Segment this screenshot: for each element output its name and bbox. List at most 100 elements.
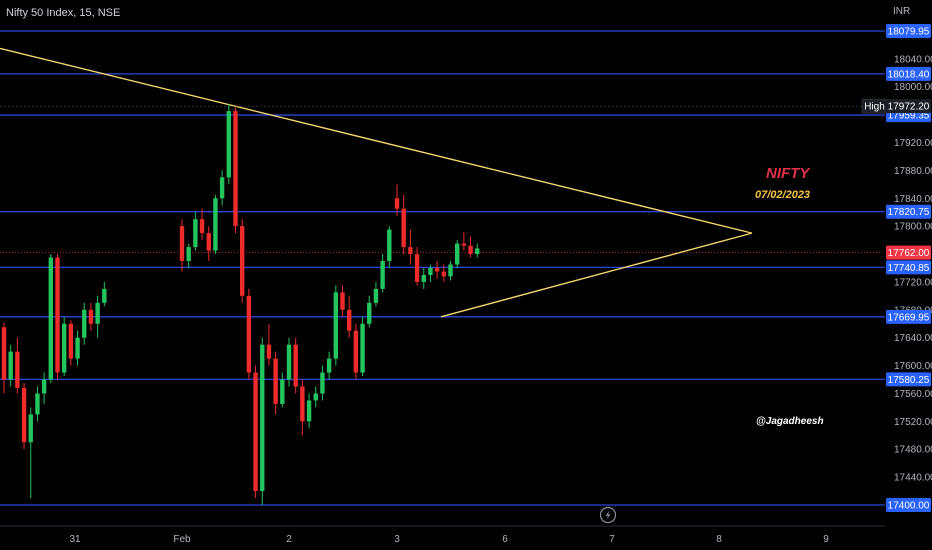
level-badge-5[interactable]: 17669.95 <box>886 309 931 324</box>
time-axis-ticks[interactable]: 31 Feb 2 3 6 7 8 9 <box>69 534 829 545</box>
symbol-label[interactable]: Nifty 50 Index, 15, NSE <box>6 7 121 19</box>
candle <box>367 295 372 328</box>
trendline-0[interactable] <box>0 47 753 234</box>
y-tick-12: 17480.00 <box>894 445 932 456</box>
candle <box>8 344 13 387</box>
candle <box>401 194 406 255</box>
candle <box>88 302 94 331</box>
candle <box>448 261 453 281</box>
high-badge[interactable]: High 17972.20 <box>861 98 931 114</box>
x-tick-3: 3 <box>394 534 400 545</box>
level-badge-0[interactable]: 18079.95 <box>886 24 931 38</box>
svg-text:17959.35: 17959.35 <box>888 111 930 122</box>
svg-text:18018.40: 18018.40 <box>888 69 930 80</box>
y-tick-1: 18000.00 <box>894 82 932 93</box>
trendline-1[interactable] <box>440 232 753 318</box>
candle <box>193 212 198 251</box>
level-badge-1[interactable]: 18018.40 <box>886 66 931 81</box>
plot-background <box>0 0 885 526</box>
candle <box>239 219 245 303</box>
candle <box>414 247 420 286</box>
candle <box>179 219 185 272</box>
candle <box>300 379 305 436</box>
annotation-handle: @Jagadheesh <box>756 416 824 427</box>
candle <box>408 229 413 265</box>
candle <box>380 254 385 293</box>
candles <box>1 104 480 505</box>
candle <box>340 285 345 317</box>
svg-text:17580.25: 17580.25 <box>888 375 930 386</box>
candle <box>82 302 87 345</box>
price-axis[interactable] <box>885 0 932 550</box>
candle <box>226 104 232 185</box>
x-tick-5: 7 <box>609 534 615 545</box>
candle <box>360 316 365 377</box>
candle <box>233 107 238 234</box>
candle <box>266 323 272 366</box>
x-tick-2: 2 <box>286 534 292 545</box>
candle <box>28 407 33 499</box>
candle <box>313 386 318 408</box>
x-tick-1: Feb <box>173 534 191 545</box>
candle <box>219 170 225 206</box>
candle <box>35 386 40 422</box>
x-tick-4: 6 <box>502 534 508 545</box>
y-tick-13: 17440.00 <box>894 473 932 484</box>
candle <box>468 236 473 258</box>
candle <box>434 261 440 279</box>
level-badge-6[interactable]: 17580.25 <box>886 372 931 387</box>
candle <box>320 365 325 401</box>
level-badge-3[interactable]: 17820.75 <box>886 204 931 219</box>
y-tick-8: 17640.00 <box>894 333 932 344</box>
x-tick-0: 31 <box>69 534 81 545</box>
candle <box>394 184 400 216</box>
candle <box>102 281 107 307</box>
y-tick-9: 17600.00 <box>894 361 932 372</box>
svg-text:17820.75: 17820.75 <box>888 207 930 218</box>
annotation-title: NIFTY <box>766 165 811 182</box>
lightning-icon[interactable] <box>599 506 617 524</box>
candle <box>346 295 352 338</box>
candle <box>206 226 211 262</box>
x-tick-7: 9 <box>823 534 829 545</box>
candle <box>21 383 27 450</box>
candle <box>475 243 480 258</box>
x-tick-6: 8 <box>716 534 722 545</box>
candle <box>306 393 312 429</box>
candle <box>454 240 460 268</box>
candle <box>199 208 205 241</box>
candle <box>293 337 298 394</box>
trendlines <box>0 47 753 318</box>
candle <box>41 372 47 404</box>
candle <box>461 231 467 251</box>
candle <box>421 267 426 289</box>
candle <box>387 226 392 268</box>
candle <box>373 281 379 307</box>
annotation-date: 07/02/2023 <box>755 189 810 201</box>
candle <box>48 254 54 384</box>
candle <box>213 194 218 255</box>
candle <box>286 337 292 373</box>
candle <box>273 351 278 415</box>
candle <box>326 351 332 380</box>
y-tick-6: 17720.00 <box>894 277 932 288</box>
y-tick-0: 18040.00 <box>894 54 932 65</box>
y-tick-2: 17920.00 <box>894 138 932 149</box>
svg-text:17400.00: 17400.00 <box>888 501 930 512</box>
candle <box>333 285 339 366</box>
y-tick-4: 17840.00 <box>894 194 932 205</box>
level-badge-4[interactable]: 17740.85 <box>886 260 931 275</box>
svg-text:17740.85: 17740.85 <box>888 263 930 274</box>
candle <box>253 365 258 499</box>
y-tick-3: 17880.00 <box>894 166 932 177</box>
last-price-badge[interactable]: 17762.00 <box>886 245 931 260</box>
svg-text:17762.00: 17762.00 <box>888 248 930 259</box>
y-tick-11: 17520.00 <box>894 417 932 428</box>
candle <box>260 337 265 505</box>
level-badge-7[interactable]: 17400.00 <box>886 498 931 512</box>
svg-text:High: High <box>864 102 885 113</box>
price-axis-ticks: 18040.00 18000.00 17920.00 17880.00 17840.00… <box>894 54 932 483</box>
candle <box>95 295 100 338</box>
y-tick-5: 17800.00 <box>894 222 932 233</box>
